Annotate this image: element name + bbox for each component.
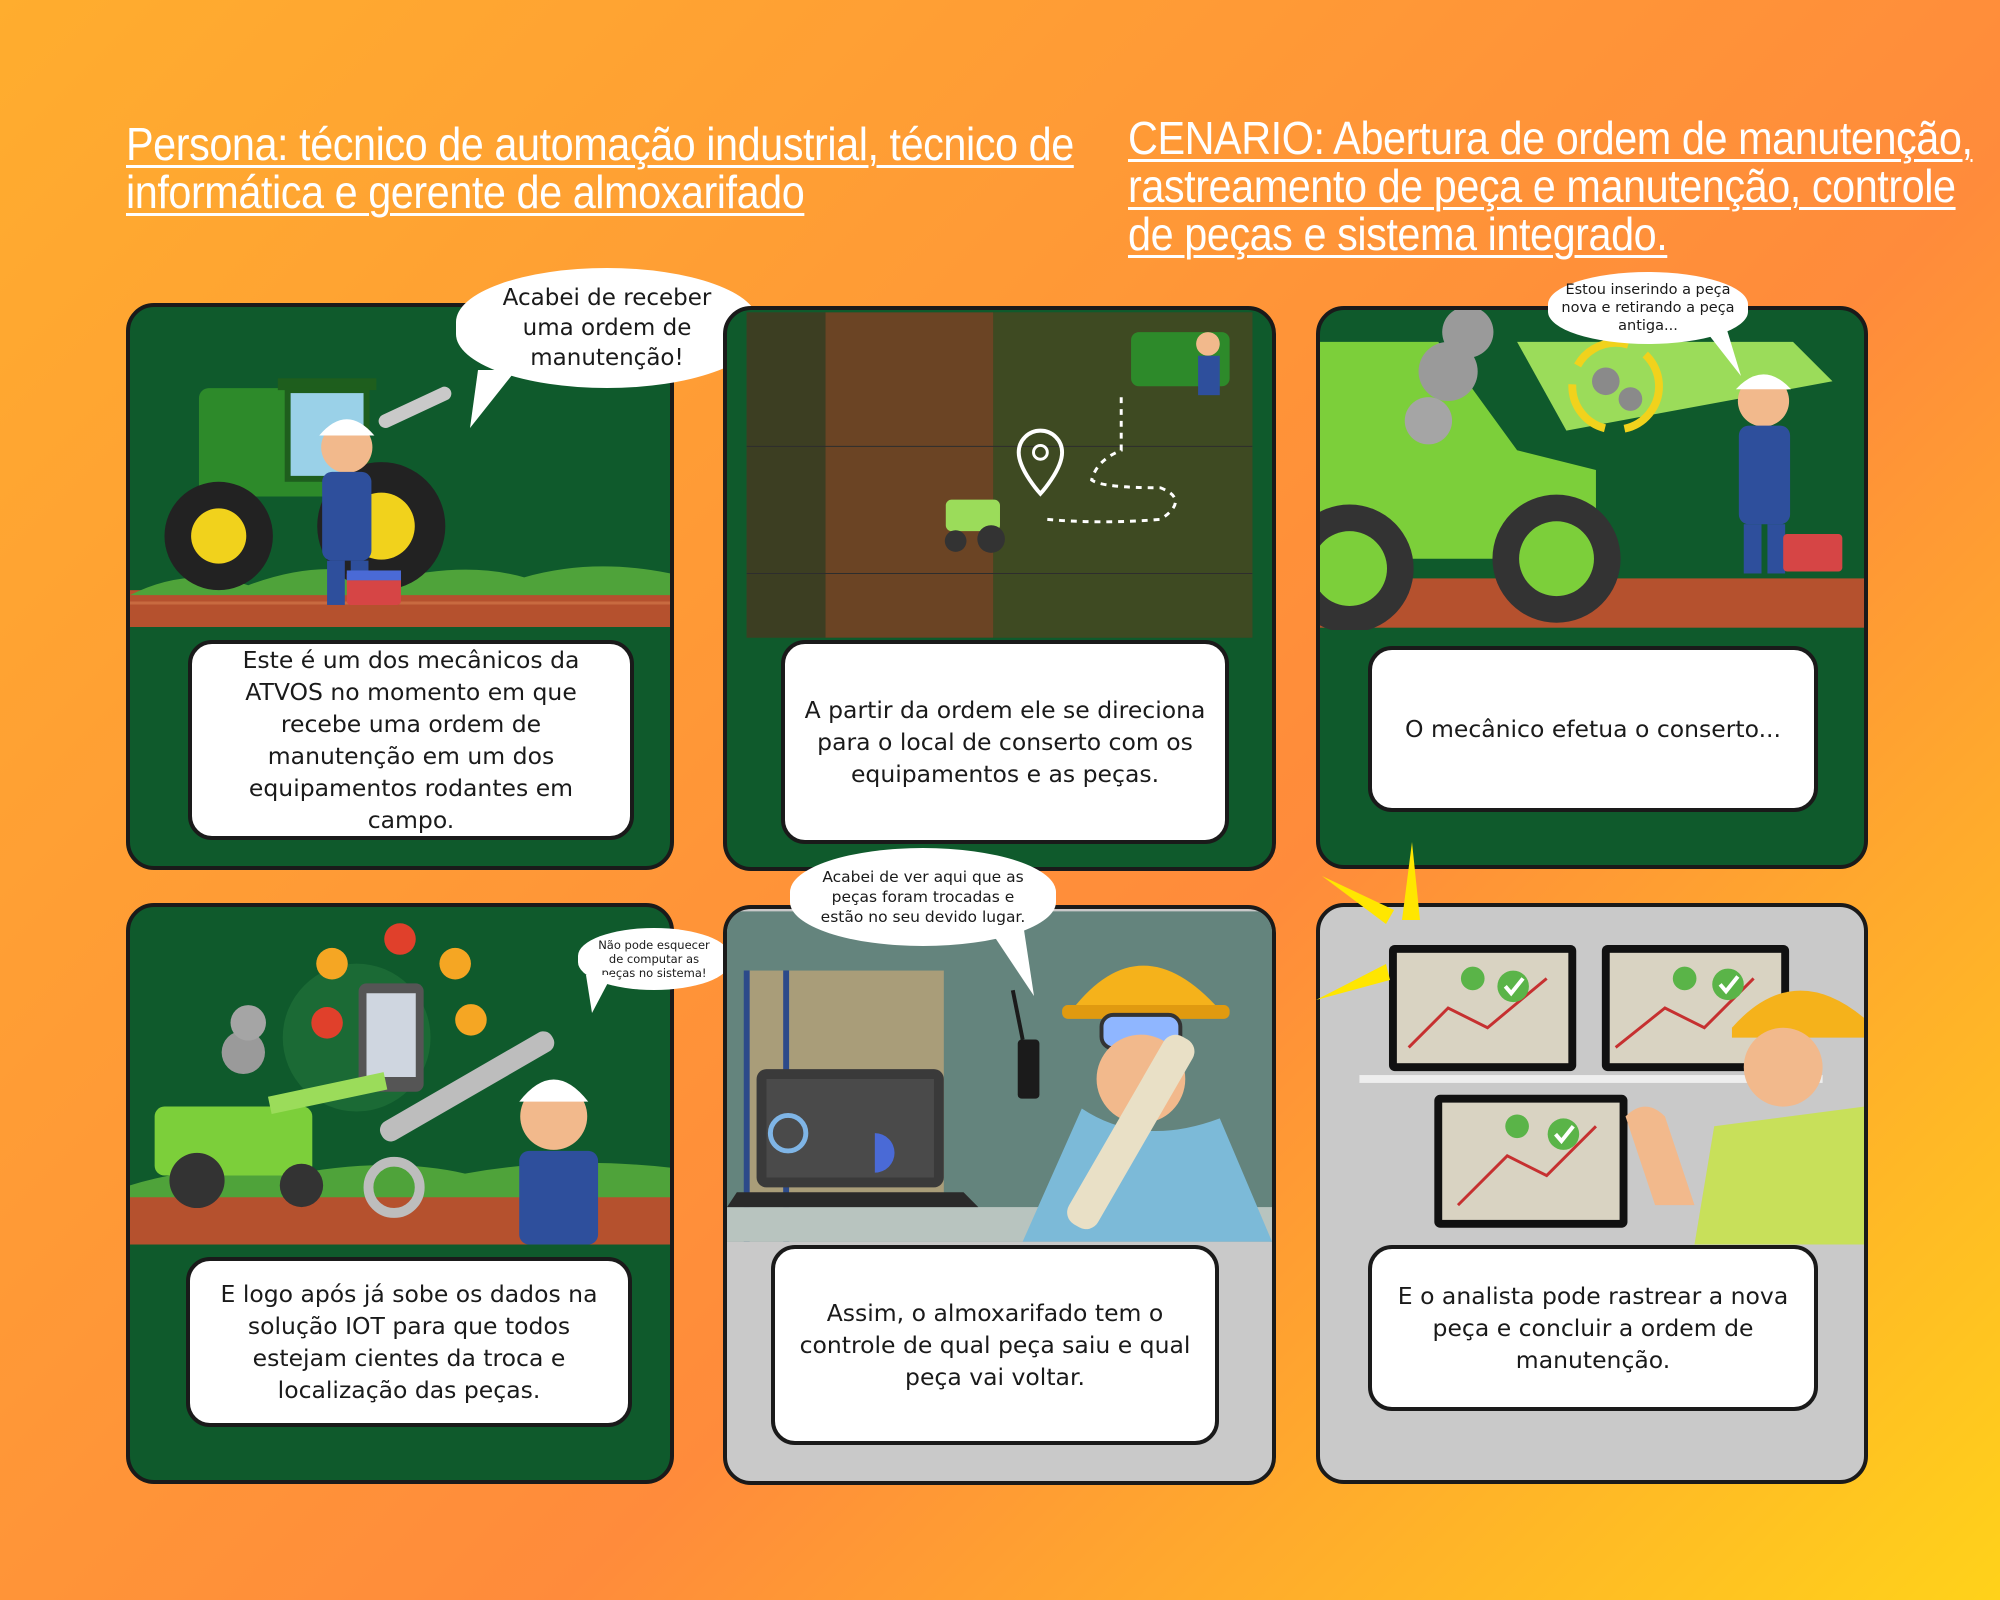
caption-3: O mecânico efetua o conserto... (1368, 646, 1818, 812)
tractor-icon (944, 499, 1005, 553)
hard-hat-icon (1062, 965, 1230, 1019)
iot-upload-scene (130, 923, 670, 1245)
panel-5: Assim, o almoxarifado tem o controle de … (723, 905, 1276, 1485)
panel-4: E logo após já sobe os dados na solução … (126, 903, 674, 1484)
mechanic-icon (1131, 332, 1230, 396)
tracking-monitors-scene (1359, 944, 1864, 1245)
mechanic-icon (519, 1079, 599, 1245)
checkmark-icon (1547, 1118, 1580, 1150)
laptop-icon (727, 1069, 979, 1208)
field-route-map (746, 312, 1253, 638)
speech-bubble-3-tail (1705, 330, 1741, 376)
speech-bubble-1: Acabei de receber uma ordem de manutençã… (456, 268, 758, 388)
tractor-icon (154, 1072, 388, 1209)
repair-scene (1320, 310, 1864, 630)
tractor-icon (1320, 341, 1833, 630)
caption-4: E logo após já sobe os dados na solução … (186, 1257, 632, 1427)
tractor-mechanic-scene (130, 378, 670, 627)
caption-6: E o analista pode rastrear a nova peça e… (1368, 1245, 1818, 1411)
persona-heading: Persona: técnico de automação industrial… (126, 118, 1074, 218)
wrench-icon (363, 1031, 555, 1218)
panel-6: E o analista pode rastrear a nova peça e… (1316, 903, 1868, 1484)
smoke-icon (221, 1005, 266, 1075)
location-pin-icon (1016, 428, 1065, 497)
map-monitor-icon (1388, 944, 1577, 1072)
caption-2: A partir da ordem ele se direciona para … (781, 640, 1229, 844)
mechanic-icon (1735, 374, 1792, 574)
panel-3: O mecânico efetua o conserto... (1316, 306, 1868, 869)
speech-bubble-3: Estou inserindo a peça nova e retirando … (1548, 272, 1748, 344)
toolbox-icon (346, 570, 401, 605)
caption-5: Assim, o almoxarifado tem o controle de … (771, 1245, 1219, 1445)
gear-icon (1568, 338, 1663, 434)
walkie-talkie-icon (1010, 989, 1040, 1099)
attention-rays-icon (1316, 842, 1420, 1000)
hard-hat-icon (1731, 990, 1864, 1038)
toolbox-icon (1783, 534, 1843, 572)
map-monitor-icon (1434, 1094, 1628, 1228)
speech-bubble-1-tail (470, 370, 516, 428)
tablet-icon (282, 963, 431, 1112)
speech-bubble-4-tail (586, 975, 612, 1013)
caption-1: Este é um dos mecânicos da ATVOS no mome… (188, 640, 634, 840)
checkmark-icon (1712, 968, 1744, 1001)
panel-1: Este é um dos mecânicos da ATVOS no mome… (126, 303, 674, 870)
speech-bubble-5: Acabei de ver aqui que as peças foram tr… (790, 848, 1056, 946)
scenario-heading: CENARIO: Abertura de ordem de manutenção… (1128, 112, 1973, 260)
speech-bubble-5-tail (990, 930, 1034, 996)
warehouse-scene (727, 911, 1272, 1242)
panel-2: A partir da ordem ele se direciona para … (723, 306, 1276, 871)
smoke-icon (1404, 310, 1494, 445)
checkmark-icon (1497, 970, 1529, 1003)
